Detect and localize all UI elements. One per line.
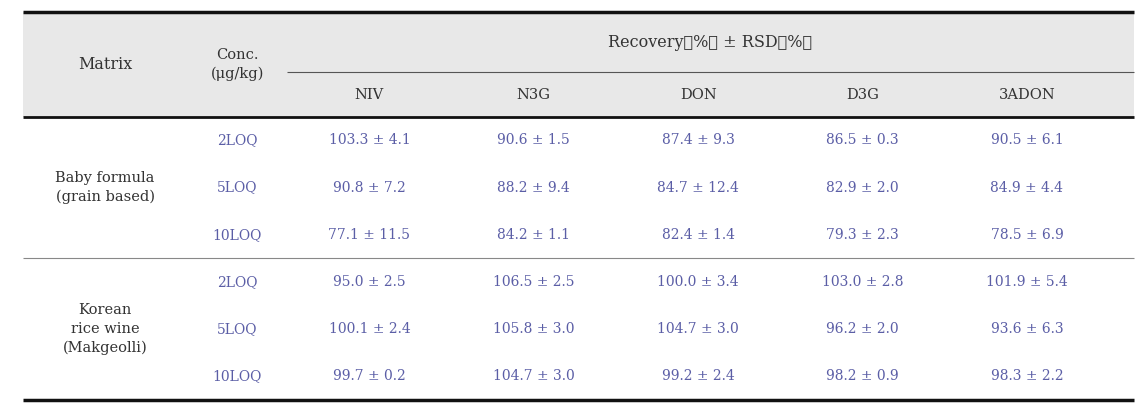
Text: 103.0 ± 2.8: 103.0 ± 2.8 — [822, 275, 903, 289]
Text: 100.1 ± 2.4: 100.1 ± 2.4 — [329, 322, 410, 336]
Text: 86.5 ± 0.3: 86.5 ± 0.3 — [827, 133, 899, 147]
Text: Matrix: Matrix — [78, 56, 132, 73]
Text: 78.5 ± 6.9: 78.5 ± 6.9 — [990, 228, 1064, 242]
Text: 3ADON: 3ADON — [998, 88, 1056, 102]
Text: Conc.
(μg/kg): Conc. (μg/kg) — [211, 48, 264, 81]
Text: 84.7 ± 12.4: 84.7 ± 12.4 — [657, 180, 740, 194]
Text: 95.0 ± 2.5: 95.0 ± 2.5 — [333, 275, 405, 289]
Text: 99.7 ± 0.2: 99.7 ± 0.2 — [333, 369, 405, 383]
Text: 99.2 ± 2.4: 99.2 ± 2.4 — [662, 369, 735, 383]
Text: 96.2 ± 2.0: 96.2 ± 2.0 — [827, 322, 899, 336]
Text: 5LOQ: 5LOQ — [218, 322, 258, 336]
Text: 2LOQ: 2LOQ — [218, 133, 258, 147]
Text: 84.9 ± 4.4: 84.9 ± 4.4 — [990, 180, 1064, 194]
Text: 82.4 ± 1.4: 82.4 ± 1.4 — [662, 228, 735, 242]
Text: 88.2 ± 9.4: 88.2 ± 9.4 — [497, 180, 570, 194]
Text: 98.2 ± 0.9: 98.2 ± 0.9 — [827, 369, 899, 383]
Text: 90.8 ± 7.2: 90.8 ± 7.2 — [333, 180, 405, 194]
Text: 10LOQ: 10LOQ — [213, 228, 262, 242]
Text: 82.9 ± 2.0: 82.9 ± 2.0 — [827, 180, 899, 194]
Text: 103.3 ± 4.1: 103.3 ± 4.1 — [329, 133, 410, 147]
Text: 100.0 ± 3.4: 100.0 ± 3.4 — [657, 275, 739, 289]
Text: 104.7 ± 3.0: 104.7 ± 3.0 — [493, 369, 575, 383]
Text: 105.8 ± 3.0: 105.8 ± 3.0 — [493, 322, 575, 336]
Text: 5LOQ: 5LOQ — [218, 180, 258, 194]
Text: 10LOQ: 10LOQ — [213, 369, 262, 383]
Text: 84.2 ± 1.1: 84.2 ± 1.1 — [497, 228, 570, 242]
Text: Baby formula
(grain based): Baby formula (grain based) — [55, 171, 155, 204]
Text: 77.1 ± 11.5: 77.1 ± 11.5 — [329, 228, 410, 242]
Text: DON: DON — [680, 88, 717, 102]
Text: 90.6 ± 1.5: 90.6 ± 1.5 — [497, 133, 570, 147]
Text: 101.9 ± 5.4: 101.9 ± 5.4 — [986, 275, 1068, 289]
Text: 79.3 ± 2.3: 79.3 ± 2.3 — [827, 228, 899, 242]
Text: 90.5 ± 6.1: 90.5 ± 6.1 — [990, 133, 1064, 147]
Text: NIV: NIV — [355, 88, 384, 102]
Text: 2LOQ: 2LOQ — [218, 275, 258, 289]
Text: 87.4 ± 9.3: 87.4 ± 9.3 — [662, 133, 735, 147]
Text: 93.6 ± 6.3: 93.6 ± 6.3 — [990, 322, 1064, 336]
Text: N3G: N3G — [516, 88, 551, 102]
Text: 104.7 ± 3.0: 104.7 ± 3.0 — [657, 322, 739, 336]
Text: 106.5 ± 2.5: 106.5 ± 2.5 — [493, 275, 575, 289]
Text: Recovery（%） ± RSD（%）: Recovery（%） ± RSD（%） — [608, 34, 813, 51]
Text: Korean
rice wine
(Makgeolli): Korean rice wine (Makgeolli) — [63, 303, 148, 355]
Text: 98.3 ± 2.2: 98.3 ± 2.2 — [990, 369, 1064, 383]
Text: D3G: D3G — [846, 88, 879, 102]
